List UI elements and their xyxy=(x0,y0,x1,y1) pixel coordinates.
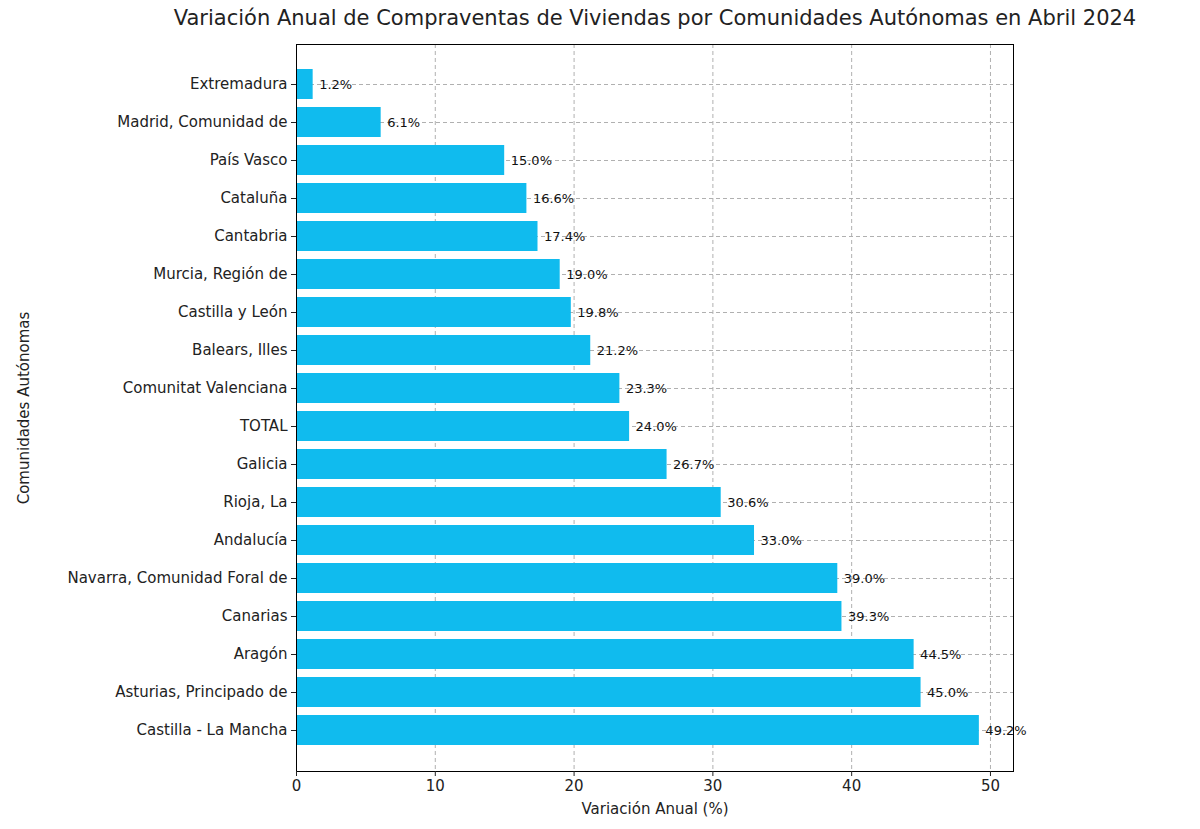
svg-text:33.0%: 33.0% xyxy=(761,533,802,548)
svg-text:Balears, Illes: Balears, Illes xyxy=(192,341,288,359)
svg-text:Cataluña: Cataluña xyxy=(220,189,287,207)
svg-text:6.1%: 6.1% xyxy=(387,115,420,130)
svg-text:0: 0 xyxy=(292,777,302,795)
svg-text:1.2%: 1.2% xyxy=(319,77,352,92)
svg-text:40: 40 xyxy=(842,777,861,795)
svg-text:Extremadura: Extremadura xyxy=(190,75,288,93)
svg-text:26.7%: 26.7% xyxy=(673,457,714,472)
svg-text:17.4%: 17.4% xyxy=(544,229,585,244)
svg-text:Canarias: Canarias xyxy=(222,607,288,625)
svg-text:Madrid, Comunidad de: Madrid, Comunidad de xyxy=(117,113,287,131)
svg-text:23.3%: 23.3% xyxy=(626,381,667,396)
svg-text:19.8%: 19.8% xyxy=(577,305,618,320)
svg-text:20: 20 xyxy=(565,777,584,795)
svg-text:Andalucía: Andalucía xyxy=(214,531,288,549)
svg-text:Comunitat Valenciana: Comunitat Valenciana xyxy=(123,379,288,397)
svg-text:21.2%: 21.2% xyxy=(597,343,638,358)
svg-text:Cantabria: Cantabria xyxy=(214,227,287,245)
svg-text:Comunidades Autónomas: Comunidades Autónomas xyxy=(15,312,33,505)
svg-text:45.0%: 45.0% xyxy=(927,685,968,700)
svg-text:39.0%: 39.0% xyxy=(844,571,885,586)
svg-text:30.6%: 30.6% xyxy=(727,495,768,510)
svg-text:Aragón: Aragón xyxy=(234,645,288,663)
html-text:Variación Anual de Compraventa: Variación Anual de Compraventas de Vivie… xyxy=(173,6,1137,30)
svg-text:Murcia, Región de: Murcia, Región de xyxy=(153,265,287,283)
svg-text:19.0%: 19.0% xyxy=(566,267,607,282)
svg-text:16.6%: 16.6% xyxy=(533,191,574,206)
svg-text:Galicia: Galicia xyxy=(237,455,288,473)
svg-text:Castilla y León: Castilla y León xyxy=(178,303,287,321)
svg-text:Rioja, La: Rioja, La xyxy=(223,493,287,511)
svg-text:TOTAL: TOTAL xyxy=(239,417,288,435)
svg-text:Asturias, Principado de: Asturias, Principado de xyxy=(115,683,287,701)
svg-text:10: 10 xyxy=(426,777,445,795)
svg-text:Navarra, Comunidad Foral de: Navarra, Comunidad Foral de xyxy=(67,569,287,587)
svg-text:24.0%: 24.0% xyxy=(636,419,677,434)
svg-text:50: 50 xyxy=(981,777,1000,795)
svg-text:15.0%: 15.0% xyxy=(511,153,552,168)
svg-text:49.2%: 49.2% xyxy=(985,723,1026,738)
svg-text:44.5%: 44.5% xyxy=(920,647,961,662)
svg-text:Castilla - La Mancha: Castilla - La Mancha xyxy=(137,721,288,739)
svg-text:30: 30 xyxy=(703,777,722,795)
svg-text:País Vasco: País Vasco xyxy=(210,151,288,169)
svg-text:Variación Anual (%): Variación Anual (%) xyxy=(581,800,728,818)
svg-text:39.3%: 39.3% xyxy=(848,609,889,624)
